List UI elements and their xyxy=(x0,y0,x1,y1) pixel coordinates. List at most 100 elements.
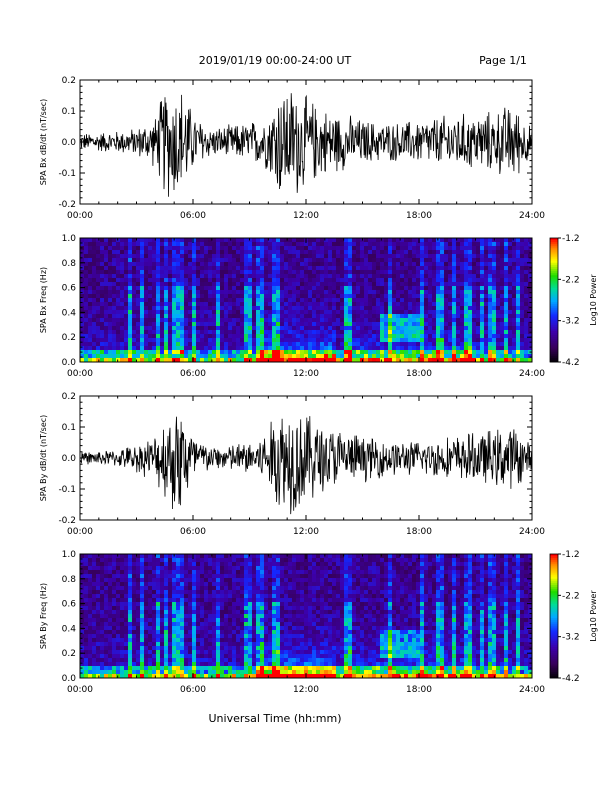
heatmap-cell xyxy=(228,334,233,339)
heatmap-cell xyxy=(284,322,289,327)
heatmap-cell xyxy=(380,318,385,323)
heatmap-cell xyxy=(252,262,257,267)
heatmap-cell xyxy=(296,266,301,271)
heatmap-cell xyxy=(128,246,133,251)
heatmap-cell xyxy=(200,306,205,311)
heatmap-cell xyxy=(120,266,125,271)
heatmap-cell xyxy=(448,254,453,259)
heatmap-cell xyxy=(276,358,281,363)
heatmap-cell xyxy=(256,354,261,359)
heatmap-cell xyxy=(284,306,289,311)
heatmap-cell xyxy=(356,282,361,287)
heatmap-cell xyxy=(176,670,181,675)
heatmap-cell xyxy=(316,246,321,251)
heatmap-cell xyxy=(440,306,445,311)
heatmap-cell xyxy=(176,338,181,343)
heatmap-cell xyxy=(528,346,533,351)
heatmap-cell xyxy=(192,658,197,663)
heatmap-cell xyxy=(356,358,361,363)
heatmap-cell xyxy=(160,598,165,603)
heatmap-cell xyxy=(396,294,401,299)
heatmap-cell xyxy=(84,354,89,359)
heatmap-cell xyxy=(212,618,217,623)
heatmap-cell xyxy=(264,334,269,339)
heatmap-cell xyxy=(116,258,121,263)
heatmap-cell xyxy=(140,350,145,355)
heatmap-cell xyxy=(148,642,153,647)
heatmap-cell xyxy=(152,346,157,351)
heatmap-cell xyxy=(376,258,381,263)
heatmap-cell xyxy=(424,290,429,295)
heatmap-cell xyxy=(160,566,165,571)
heatmap-cell xyxy=(204,334,209,339)
heatmap-cell xyxy=(368,274,373,279)
heatmap-cell xyxy=(224,258,229,263)
heatmap-cell xyxy=(428,242,433,247)
heatmap-cell xyxy=(96,598,101,603)
heatmap-cell xyxy=(400,238,405,243)
heatmap-cell xyxy=(300,358,305,363)
heatmap-cell xyxy=(424,254,429,259)
heatmap-cell xyxy=(268,354,273,359)
heatmap-cell xyxy=(408,350,413,355)
heatmap-cell xyxy=(112,322,117,327)
heatmap-cell xyxy=(160,558,165,563)
heatmap-cell xyxy=(456,358,461,363)
heatmap-cell xyxy=(152,586,157,591)
heatmap-cell xyxy=(208,622,213,627)
heatmap-cell xyxy=(120,310,125,315)
heatmap-cell xyxy=(316,254,321,259)
heatmap-cell xyxy=(480,266,485,271)
heatmap-cell xyxy=(152,358,157,363)
heatmap-cell xyxy=(488,282,493,287)
heatmap-cell xyxy=(152,626,157,631)
heatmap-cell xyxy=(128,302,133,307)
heatmap-cell xyxy=(112,642,117,647)
heatmap-cell xyxy=(424,310,429,315)
heatmap-cell xyxy=(452,290,457,295)
heatmap-cell xyxy=(524,350,529,355)
heatmap-cell xyxy=(448,270,453,275)
heatmap-cell xyxy=(84,618,89,623)
heatmap-cell xyxy=(248,282,253,287)
heatmap-cell xyxy=(156,318,161,323)
heatmap-cell xyxy=(232,250,237,255)
heatmap-cell xyxy=(108,582,113,587)
heatmap-cell xyxy=(256,310,261,315)
heatmap-cell xyxy=(208,346,213,351)
heatmap-cell xyxy=(192,626,197,631)
heatmap-cell xyxy=(268,326,273,331)
heatmap-cell xyxy=(160,562,165,567)
heatmap-cell xyxy=(144,590,149,595)
heatmap-cell xyxy=(156,610,161,615)
heatmap-cell xyxy=(368,318,373,323)
heatmap-cell xyxy=(156,634,161,639)
heatmap-cell xyxy=(288,270,293,275)
heatmap-cell xyxy=(512,326,517,331)
heatmap-cell xyxy=(112,246,117,251)
heatmap-cell xyxy=(296,342,301,347)
heatmap-cell xyxy=(156,342,161,347)
heatmap-cell xyxy=(124,634,129,639)
heatmap-cell xyxy=(488,306,493,311)
heatmap-cell xyxy=(208,302,213,307)
heatmap-cell xyxy=(336,266,341,271)
heatmap-cell xyxy=(224,326,229,331)
heatmap-cell xyxy=(112,574,117,579)
heatmap-cell xyxy=(372,258,377,263)
heatmap-cell xyxy=(416,242,421,247)
heatmap-cell xyxy=(196,282,201,287)
heatmap-cell xyxy=(304,266,309,271)
heatmap-cell xyxy=(116,274,121,279)
heatmap-cell xyxy=(104,674,109,679)
heatmap-cell xyxy=(432,262,437,267)
heatmap-cell xyxy=(152,618,157,623)
heatmap-cell xyxy=(384,358,389,363)
heatmap-cell xyxy=(396,278,401,283)
heatmap-cell xyxy=(372,286,377,291)
heatmap-cell xyxy=(392,262,397,267)
heatmap-cell xyxy=(236,346,241,351)
heatmap-cell xyxy=(448,286,453,291)
heatmap-cell xyxy=(360,242,365,247)
heatmap-cell xyxy=(484,278,489,283)
